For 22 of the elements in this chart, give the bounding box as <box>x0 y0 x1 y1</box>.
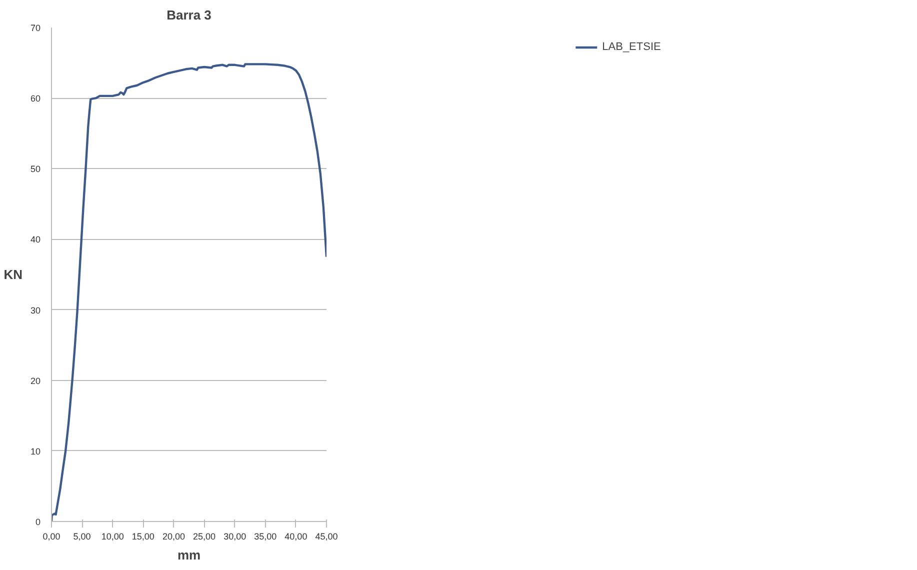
y-tick-label: 10 <box>30 446 41 456</box>
chart-title: Barra 3 <box>166 8 212 22</box>
y-tick-label: 60 <box>30 94 41 104</box>
x-tick-label: 5,00 <box>73 532 91 542</box>
x-tick-label: 20,00 <box>162 532 185 542</box>
x-axis-title: mm <box>177 548 201 562</box>
x-tick-label: 40,00 <box>284 532 308 542</box>
y-axis-title: KN <box>4 267 22 282</box>
y-tick-label: 70 <box>30 23 41 33</box>
x-tick-label: 35,00 <box>254 532 277 542</box>
x-tick-label: 10,00 <box>101 532 124 542</box>
x-tick-label: 30,00 <box>224 532 246 542</box>
y-tick-label: 50 <box>30 164 41 174</box>
x-tick-label: 0,00 <box>42 532 60 542</box>
y-tick-label: 0 <box>35 517 41 527</box>
x-tick-label: 15,00 <box>132 532 154 542</box>
x-tick-label: 45,00 <box>315 532 338 542</box>
legend-label: LAB_ETSIE <box>602 41 661 53</box>
y-tick-label: 30 <box>30 305 41 316</box>
y-tick-label: 40 <box>30 234 41 245</box>
y-tick-label: 20 <box>30 376 41 386</box>
x-tick-label: 25,00 <box>193 532 216 542</box>
